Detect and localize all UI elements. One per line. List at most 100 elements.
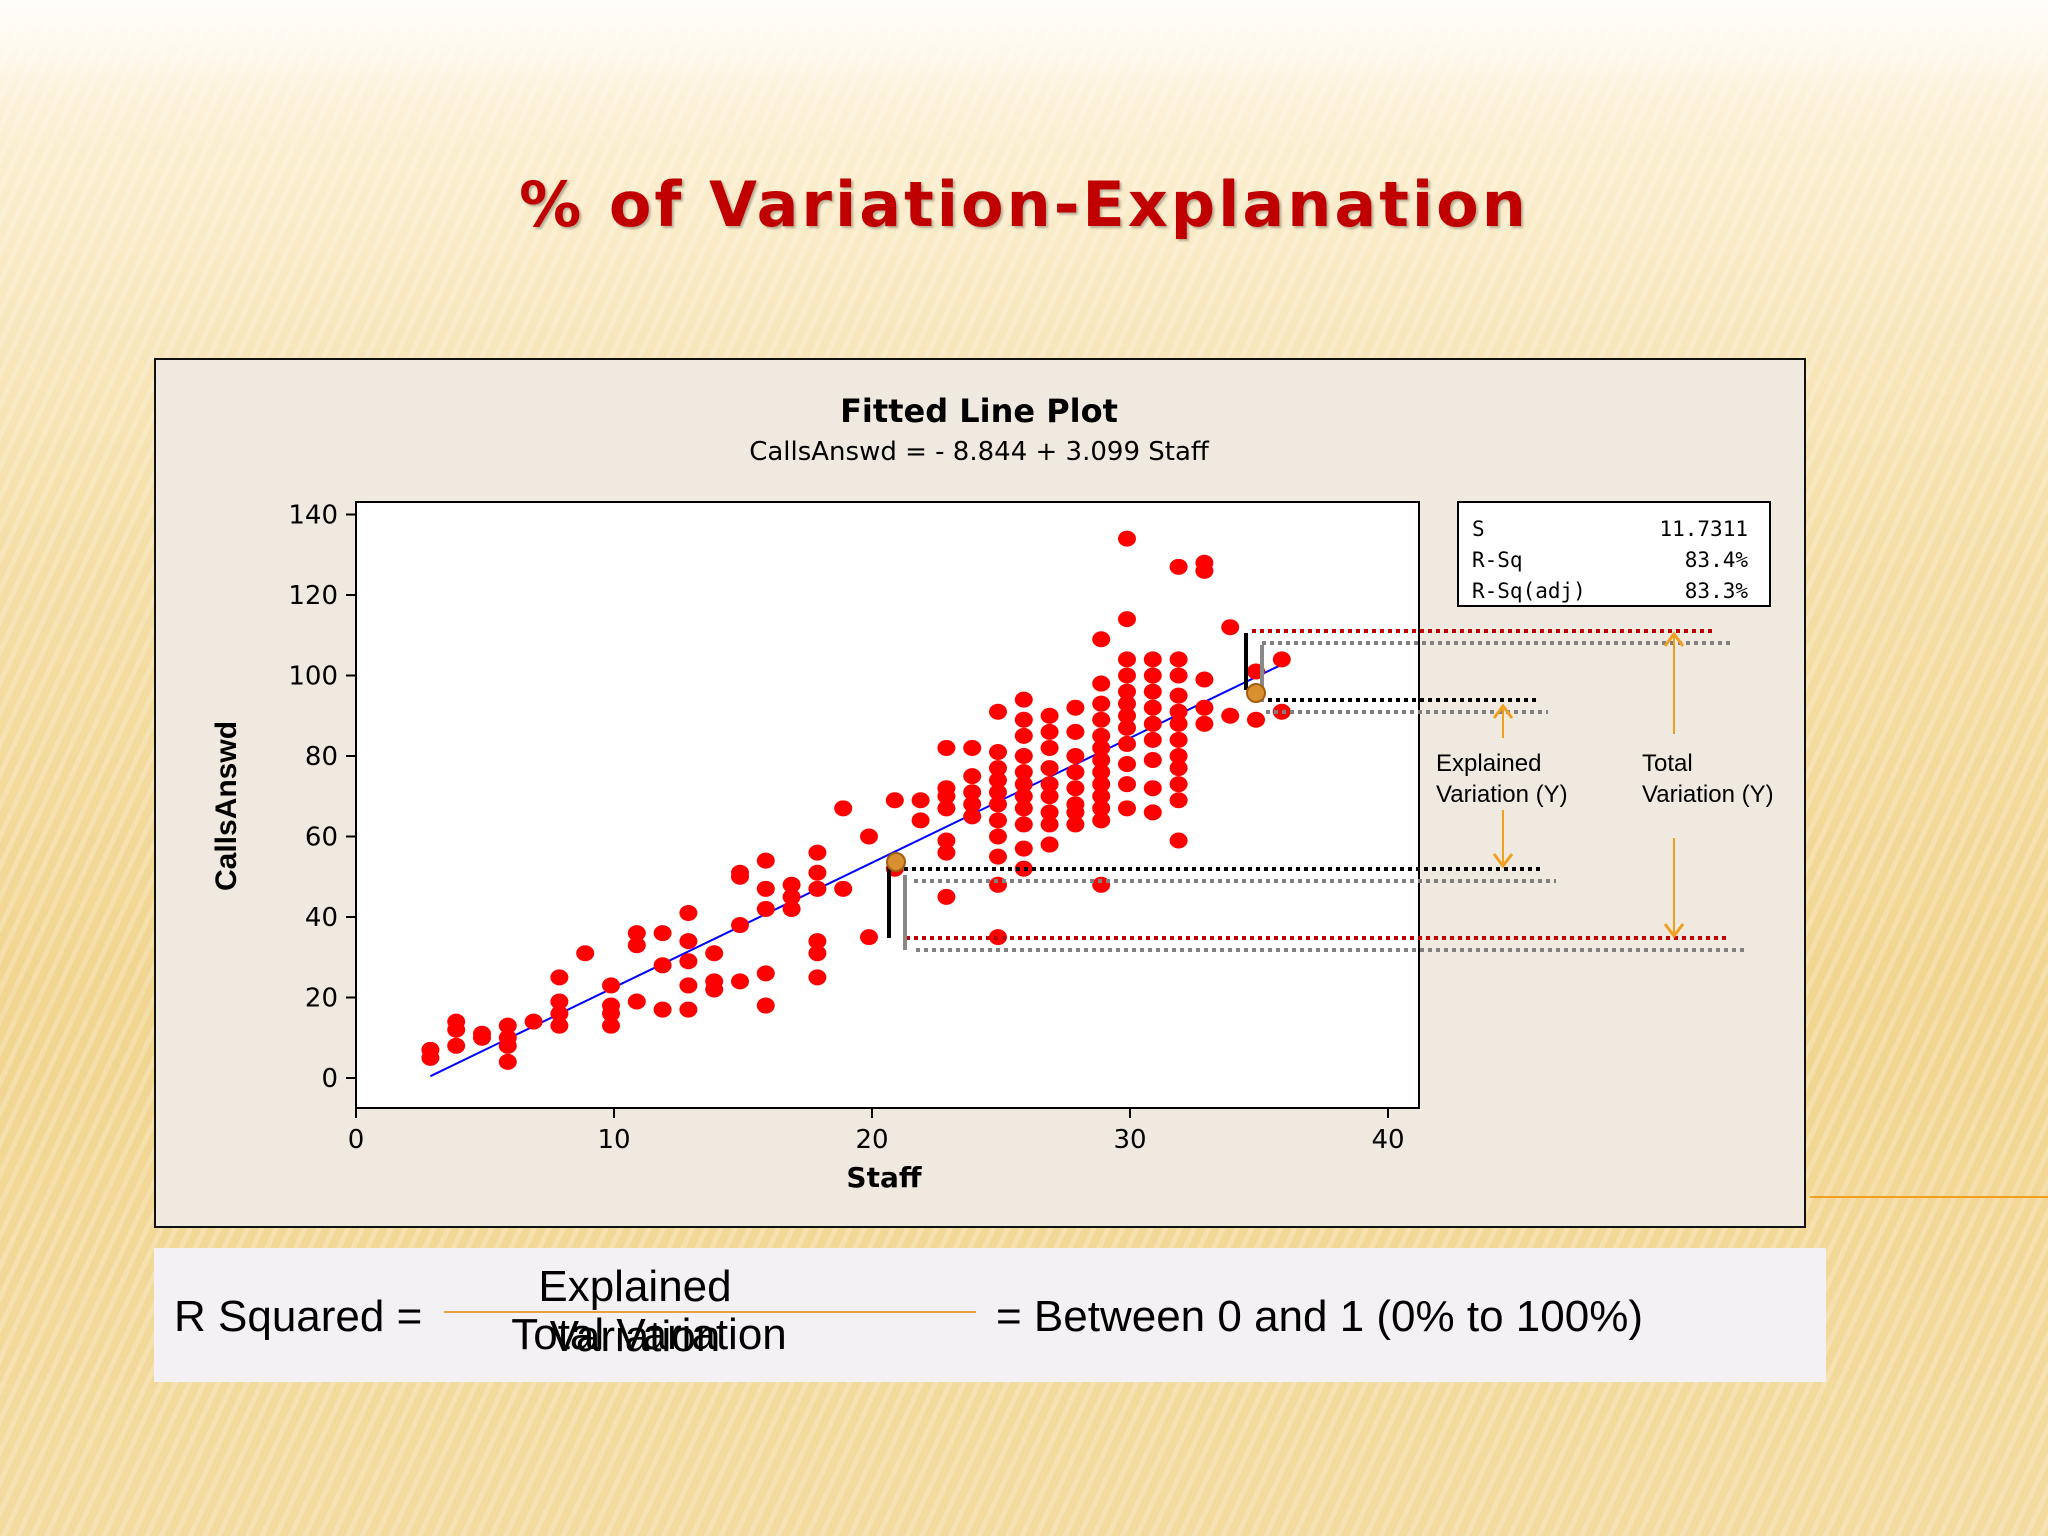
data-point (885, 792, 904, 809)
data-point (1040, 836, 1059, 853)
data-point (911, 792, 930, 809)
data-point (1143, 683, 1162, 700)
data-point (756, 852, 775, 869)
data-point (602, 997, 620, 1014)
data-point (1066, 816, 1085, 833)
data-point (989, 772, 1007, 789)
data-point (705, 973, 724, 990)
formula-numerator: Explained Variation (538, 1262, 732, 1361)
data-point (808, 880, 827, 897)
data-point (602, 977, 620, 994)
data-point (1118, 667, 1136, 684)
data-point (1247, 711, 1265, 728)
data-point (1118, 735, 1136, 752)
data-point (834, 800, 853, 817)
data-point (989, 760, 1007, 777)
data-point (1092, 631, 1111, 648)
total-variation-label: Variation (Y) (1642, 781, 1774, 808)
data-point (1014, 840, 1033, 857)
fitted-line (429, 663, 1283, 1078)
data-point (447, 1037, 466, 1054)
formula-denominator: Total Variation (511, 1310, 787, 1359)
data-point (782, 888, 801, 905)
data-point (1014, 800, 1033, 817)
r-squared-formula: R Squared = Explained Variation Total Va… (154, 1248, 1826, 1382)
data-point (679, 904, 698, 921)
data-point (1118, 776, 1136, 793)
data-point (808, 969, 827, 986)
data-point (1143, 651, 1162, 668)
data-point (1092, 788, 1111, 805)
data-point (756, 997, 775, 1014)
data-point (627, 937, 646, 954)
data-point (576, 945, 595, 962)
data-point (1143, 752, 1162, 769)
data-point (1143, 715, 1162, 732)
data-point (756, 880, 775, 897)
slide-top-band (0, 0, 2048, 80)
data-point (963, 739, 982, 756)
data-point (1066, 764, 1085, 781)
data-point (1092, 727, 1111, 744)
data-point (989, 848, 1007, 865)
data-point (1118, 683, 1136, 700)
y-tick-label: 100 (288, 662, 338, 692)
data-point (1272, 703, 1291, 720)
data-point (860, 828, 878, 845)
data-point (1118, 800, 1136, 817)
data-point (550, 969, 569, 986)
data-point (1040, 739, 1059, 756)
y-tick-label: 60 (305, 823, 338, 853)
x-tick-label: 0 (348, 1125, 365, 1155)
data-point (1118, 695, 1136, 712)
data-point (1169, 667, 1188, 684)
y-tick-label: 20 (305, 984, 338, 1014)
data-point (421, 1041, 440, 1058)
data-point (1195, 554, 1214, 571)
explained-variation-label: Explained (1436, 750, 1541, 777)
data-point (1040, 816, 1059, 833)
data-point (1195, 715, 1214, 732)
data-point (550, 1005, 569, 1022)
data-point (1092, 876, 1111, 893)
data-point (1014, 816, 1033, 833)
data-point (1040, 776, 1059, 793)
explained-arrow-up-head (1492, 703, 1514, 719)
plot-area (355, 501, 1420, 1109)
data-point (1092, 764, 1111, 781)
slide-title: % of Variation-Explanation (519, 168, 1529, 241)
data-point (1169, 715, 1188, 732)
data-point (1066, 699, 1085, 716)
data-point (1221, 707, 1240, 724)
data-point (1118, 756, 1136, 773)
data-point (1195, 671, 1214, 688)
stats-box (1457, 501, 1771, 607)
x-tick-label: 40 (1371, 1125, 1404, 1155)
y-tick-label: 40 (305, 903, 338, 933)
data-point (1169, 832, 1188, 849)
data-point (963, 808, 982, 825)
data-point (1169, 703, 1188, 720)
data-point (653, 957, 672, 974)
data-point (989, 743, 1007, 760)
fitted-line-plot: Fitted Line Plot CallsAnswd = - 8.844 + 3… (210, 392, 1774, 1194)
data-point (860, 929, 878, 946)
data-point (550, 993, 569, 1010)
data-point (679, 933, 698, 950)
formula-rhs: = Between 0 and 1 (0% to 100%) (996, 1292, 1643, 1341)
data-point (1118, 611, 1136, 628)
y-tick-label: 0 (321, 1064, 338, 1094)
data-point (1014, 860, 1033, 877)
data-point (808, 945, 827, 962)
data-point (1195, 699, 1214, 716)
data-point (1014, 727, 1033, 744)
stats-label: S (1472, 517, 1485, 541)
data-point (1014, 776, 1033, 793)
data-point (937, 888, 956, 905)
data-point (963, 768, 982, 785)
y-axis-label: CallsAnswd (210, 721, 243, 891)
explained-arrow-down-head (1492, 853, 1514, 869)
fraction-bar (444, 1311, 976, 1313)
data-point (937, 739, 956, 756)
data-point (1272, 651, 1291, 668)
